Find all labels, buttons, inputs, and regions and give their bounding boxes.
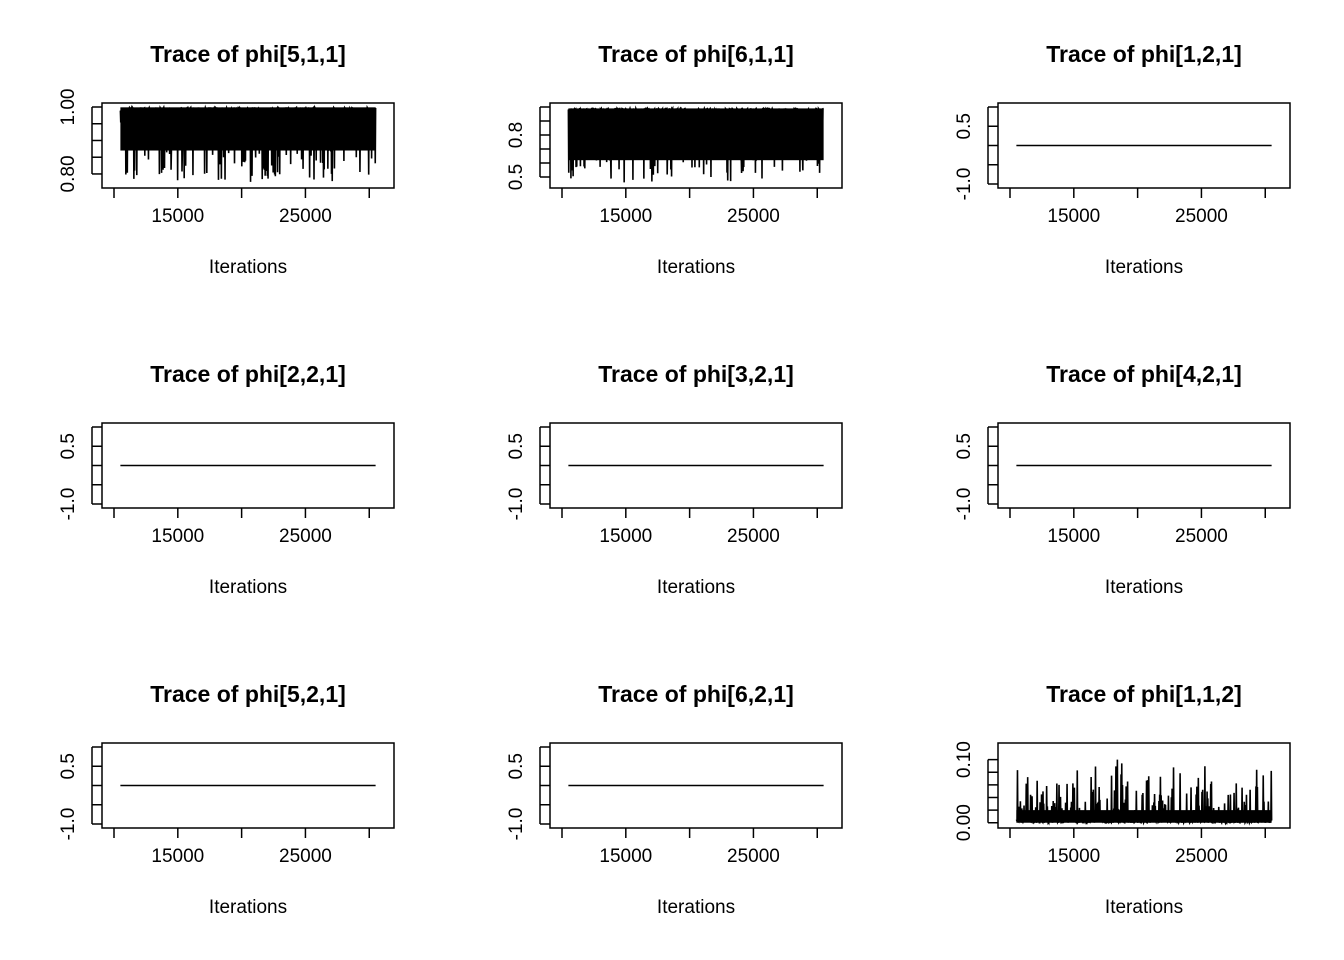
x-axis-label: Iterations: [209, 257, 287, 278]
x-tick-label: 25000: [727, 206, 780, 227]
x-axis-label: Iterations: [209, 577, 287, 598]
panel-title: Trace of phi[1,2,1]: [1046, 41, 1242, 67]
x-tick-label: 15000: [599, 206, 652, 227]
x-tick-label: 25000: [1175, 846, 1228, 867]
x-axis-label: Iterations: [657, 577, 735, 598]
y-tick-label: 0.80: [58, 155, 79, 192]
trace-panel: Trace of phi[6,2,1] 15000 25000 Iterations -…: [506, 681, 843, 918]
panel-title: Trace of phi[4,2,1]: [1046, 361, 1242, 387]
panel-title: Trace of phi[3,2,1]: [598, 361, 794, 387]
x-tick-label: 15000: [151, 206, 204, 227]
y-tick-label: 0.5: [506, 753, 527, 779]
y-tick-label: -1.0: [58, 808, 79, 841]
trace-panel: Trace of phi[4,2,1] 15000 25000 Iterations -…: [954, 361, 1291, 598]
x-axis-label: Iterations: [657, 257, 735, 278]
x-tick-label: 25000: [727, 526, 780, 547]
y-tick-label: -1.0: [58, 488, 79, 521]
x-tick-label: 15000: [1047, 206, 1100, 227]
y-tick-label: 0.5: [506, 164, 527, 190]
trace-panel: Trace of phi[2,2,1] 15000 25000 Iterations -…: [58, 361, 395, 598]
trace-band: [1016, 810, 1272, 823]
x-tick-label: 15000: [599, 846, 652, 867]
trace-panel: Trace of phi[1,2,1] 15000 25000 Iterations -…: [954, 41, 1291, 278]
y-tick-label: -1.0: [506, 808, 527, 841]
panel-title: Trace of phi[1,1,2]: [1046, 681, 1242, 707]
y-tick-label: 0.5: [954, 433, 975, 459]
y-tick-label: -1.0: [954, 488, 975, 521]
plot-frame: [101, 102, 395, 189]
plot-frame: [549, 102, 843, 189]
x-axis-label: Iterations: [1105, 257, 1183, 278]
x-tick-label: 25000: [279, 526, 332, 547]
x-axis-label: Iterations: [1105, 897, 1183, 918]
y-tick-label: 1.00: [58, 89, 79, 126]
x-tick-label: 25000: [279, 846, 332, 867]
x-tick-label: 15000: [1047, 526, 1100, 547]
trace-panel: Trace of phi[6,1,1] 15000 25000 Iterations 0…: [506, 41, 843, 278]
panel-title: Trace of phi[6,2,1]: [598, 681, 794, 707]
trace-panel: Trace of phi[3,2,1] 15000 25000 Iterations -…: [506, 361, 843, 598]
y-tick-label: -1.0: [506, 488, 527, 521]
y-tick-label: 0.5: [58, 753, 79, 779]
x-tick-label: 25000: [279, 206, 332, 227]
x-tick-label: 25000: [727, 846, 780, 867]
x-axis-label: Iterations: [657, 897, 735, 918]
y-tick-label: 0.00: [954, 804, 975, 841]
y-tick-label: 0.5: [58, 433, 79, 459]
x-axis-label: Iterations: [1105, 577, 1183, 598]
x-tick-label: 25000: [1175, 206, 1228, 227]
panel-title: Trace of phi[6,1,1]: [598, 41, 794, 67]
y-tick-label: 0.5: [506, 433, 527, 459]
trace-panel: Trace of phi[5,1,1] 15000 25000 Iterations 0…: [58, 41, 395, 278]
y-tick-label: 0.10: [954, 741, 975, 778]
x-tick-label: 15000: [151, 526, 204, 547]
trace-band: [568, 108, 824, 161]
x-tick-label: 15000: [151, 846, 204, 867]
y-tick-label: -1.0: [954, 168, 975, 201]
trace-band: [120, 107, 376, 151]
panel-title: Trace of phi[5,1,1]: [150, 41, 346, 67]
x-tick-label: 25000: [1175, 526, 1228, 547]
panel-title: Trace of phi[2,2,1]: [150, 361, 346, 387]
panel-title: Trace of phi[5,2,1]: [150, 681, 346, 707]
x-tick-label: 15000: [1047, 846, 1100, 867]
trace-panel: Trace of phi[1,1,2] 15000 25000 Iterations 0…: [954, 681, 1291, 918]
y-tick-label: 0.8: [506, 122, 527, 148]
x-axis-label: Iterations: [209, 897, 287, 918]
x-tick-label: 15000: [599, 526, 652, 547]
trace-panel: Trace of phi[5,2,1] 15000 25000 Iterations -…: [58, 681, 395, 918]
y-tick-label: 0.5: [954, 113, 975, 139]
